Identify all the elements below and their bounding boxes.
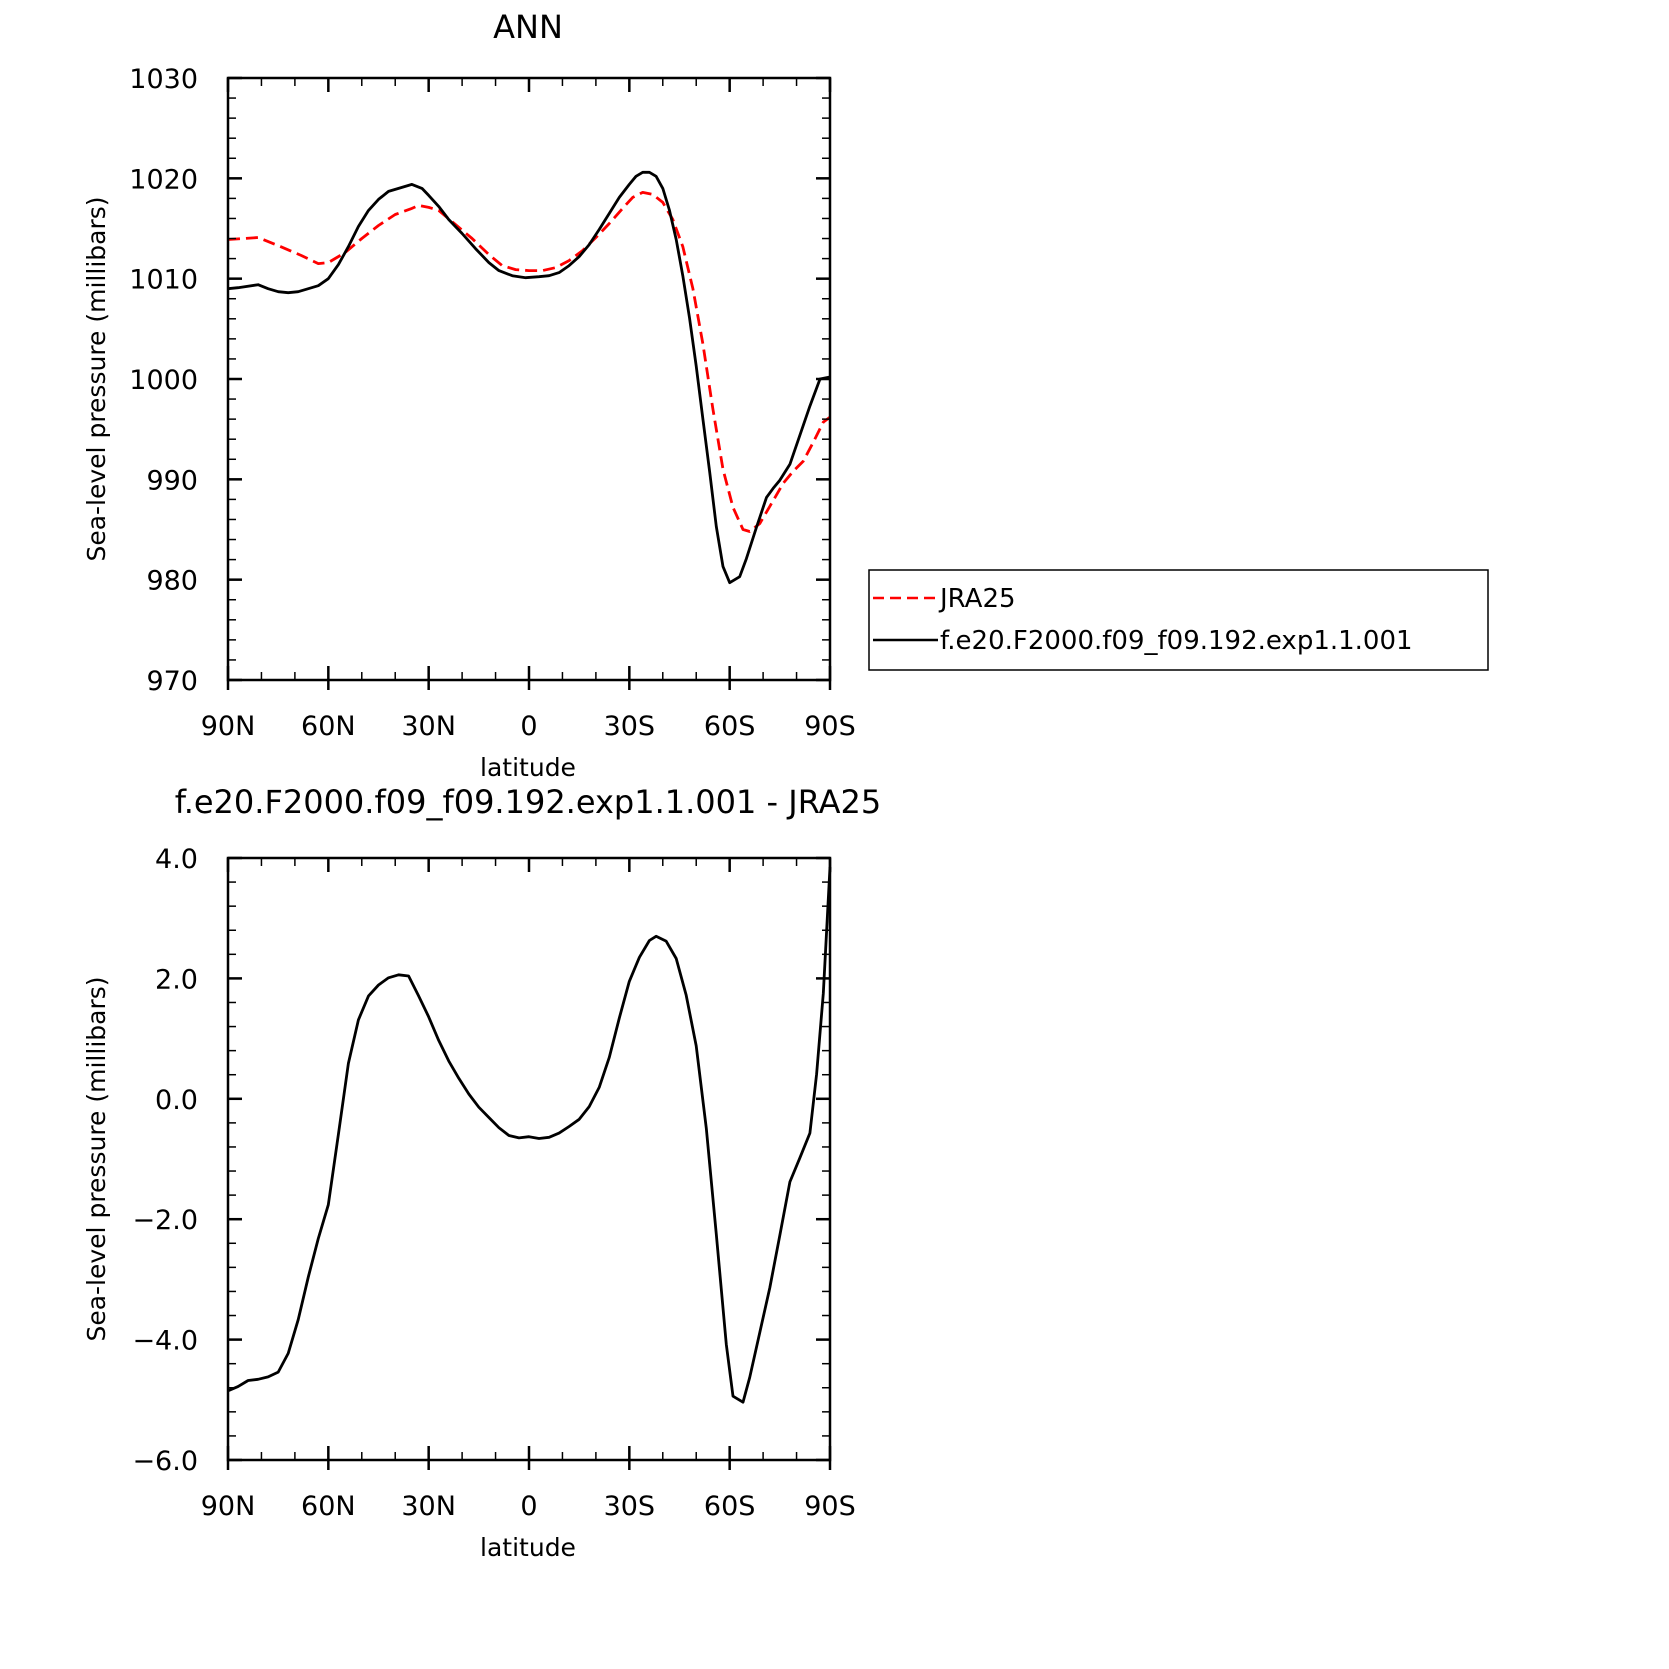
bottom-chart-plot-frame <box>226 856 832 1462</box>
bottom-chart-y-tick-labels: 4.0 2.0 0.0 −2.0 −4.0 −6.0 <box>132 844 198 1477</box>
bottom-chart-series-layer <box>227 866 832 1404</box>
bottom-x-tick-label: 0 <box>520 1491 537 1522</box>
bottom-x-tick-label: 30N <box>401 1491 456 1522</box>
bottom-chart-y-axis-label: Sea-level pressure (millibars) <box>82 976 111 1341</box>
top-chart-x-axis-label: latitude <box>480 753 576 782</box>
top-x-tick-label: 60N <box>301 711 356 742</box>
top-chart-series-layer <box>227 170 831 585</box>
bottom-x-tick-label: 90N <box>201 1491 256 1522</box>
top-y-tick-label: 970 <box>146 666 198 697</box>
bottom-y-tick-label: 0.0 <box>155 1085 198 1116</box>
top-y-tick-label: 990 <box>146 465 198 496</box>
top-chart-x-tick-labels: 90N 60N 30N 0 30S 60S 90S <box>201 711 856 742</box>
top-chart-title: ANN <box>493 8 563 46</box>
bottom-y-tick-label: −4.0 <box>132 1326 198 1357</box>
top-x-tick-label: 30S <box>604 711 656 742</box>
bottom-x-tick-label: 60N <box>301 1491 356 1522</box>
bottom-y-tick-label: 4.0 <box>155 844 198 875</box>
top-chart-ticks <box>226 76 832 690</box>
bottom-y-tick-label: −2.0 <box>132 1205 198 1236</box>
top-y-tick-label: 1010 <box>129 265 198 296</box>
bottom-series-line-1 <box>227 866 832 1404</box>
top-series-line-2 <box>227 170 831 585</box>
top-chart-plot-frame <box>226 76 832 682</box>
bottom-chart-x-axis-label: latitude <box>480 1533 576 1562</box>
bottom-x-tick-label: 90S <box>804 1491 856 1522</box>
bottom-chart-ticks <box>226 856 832 1470</box>
bottom-x-tick-label: 60S <box>704 1491 756 1522</box>
bottom-chart-title: f.e20.F2000.f09_f09.192.exp1.1.001 - JRA… <box>175 783 881 821</box>
top-series-line-1 <box>227 191 831 533</box>
bottom-chart-x-tick-labels: 90N 60N 30N 0 30S 60S 90S <box>201 1491 856 1522</box>
top-chart: ANN 1030 1020 1010 1000 990 980 970 90N 60N 30N 0… <box>82 8 856 782</box>
bottom-y-tick-label: −6.0 <box>132 1446 198 1477</box>
top-x-tick-label: 60S <box>704 711 756 742</box>
top-x-tick-label: 90S <box>804 711 856 742</box>
bottom-y-tick-label: 2.0 <box>155 964 198 995</box>
legend-box <box>868 569 1489 671</box>
top-y-tick-label: 1030 <box>129 64 198 95</box>
top-chart-y-axis-label: Sea-level pressure (millibars) <box>82 196 111 561</box>
legend-label-model: f.e20.F2000.f09_f09.192.exp1.1.001 <box>940 626 1413 656</box>
top-x-tick-label: 90N <box>201 711 256 742</box>
top-chart-y-tick-labels: 1030 1020 1010 1000 990 980 970 <box>129 64 198 697</box>
bottom-chart: f.e20.F2000.f09_f09.192.exp1.1.001 - JRA… <box>82 783 881 1562</box>
top-x-tick-label: 0 <box>520 711 537 742</box>
top-y-tick-label: 980 <box>146 566 198 597</box>
top-y-tick-label: 1000 <box>129 365 198 396</box>
top-x-tick-label: 30N <box>401 711 456 742</box>
legend-label-jra25: JRA25 <box>938 584 1016 614</box>
top-y-tick-label: 1020 <box>129 164 198 195</box>
bottom-x-tick-label: 30S <box>604 1491 656 1522</box>
legend: JRA25 f.e20.F2000.f09_f09.192.exp1.1.001 <box>868 569 1489 671</box>
